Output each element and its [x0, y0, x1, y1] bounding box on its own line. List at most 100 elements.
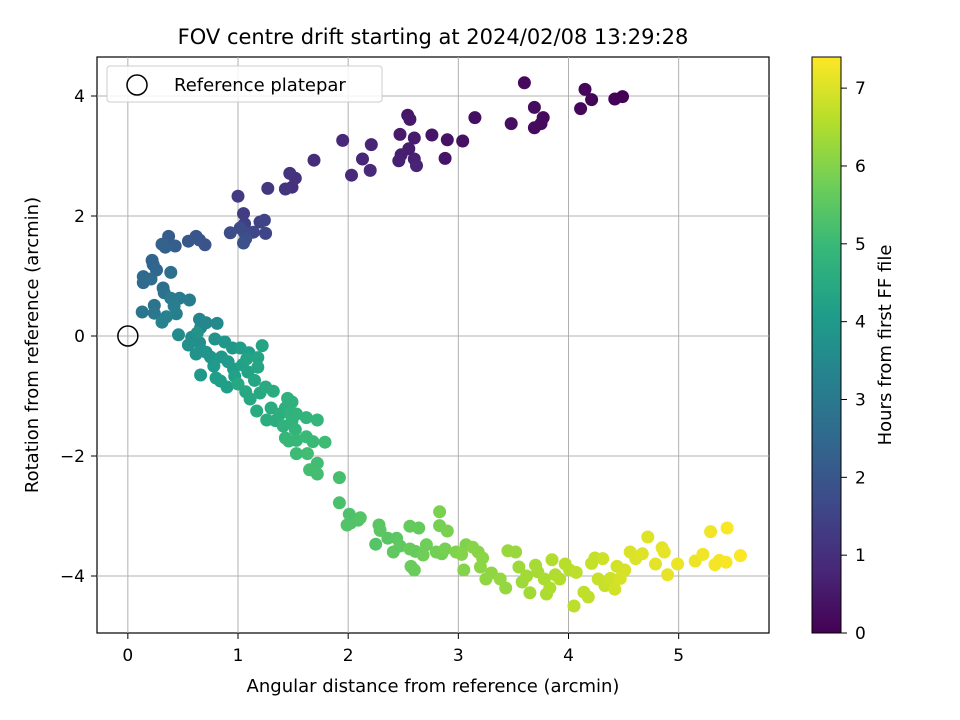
data-point	[300, 447, 314, 461]
x-tick-label: 3	[453, 646, 464, 666]
data-point	[567, 599, 581, 613]
data-point	[283, 166, 297, 180]
data-point	[407, 563, 421, 577]
data-point	[190, 326, 204, 340]
data-point	[288, 423, 302, 437]
data-point	[581, 590, 595, 604]
data-point	[266, 384, 280, 398]
data-point	[569, 565, 583, 579]
x-axis-label: Angular distance from reference (arcmin)	[247, 676, 620, 697]
data-point	[578, 82, 592, 96]
data-point	[318, 435, 332, 449]
data-point	[248, 373, 261, 387]
data-point	[733, 549, 747, 563]
data-point	[574, 102, 588, 116]
colorbar-tick-label: 4	[855, 313, 866, 333]
data-point	[261, 181, 275, 195]
data-point	[696, 547, 710, 561]
legend: Reference platepar	[106, 65, 383, 103]
data-point	[194, 368, 208, 382]
data-point	[199, 316, 213, 330]
data-point	[523, 586, 537, 600]
data-point	[208, 332, 222, 346]
data-point	[509, 545, 523, 559]
data-point	[231, 189, 245, 203]
data-point	[440, 524, 454, 538]
colorbar-tick-label: 3	[855, 390, 866, 410]
data-point	[512, 560, 526, 574]
data-point	[517, 76, 531, 90]
grid-lines	[97, 57, 769, 633]
data-point	[310, 413, 324, 427]
data-point	[473, 560, 487, 574]
colorbar-tick-label: 7	[855, 79, 866, 99]
data-point	[332, 471, 346, 485]
data-point	[306, 435, 320, 449]
data-point	[585, 93, 599, 107]
data-point	[257, 213, 271, 227]
x-tick-label: 4	[563, 646, 574, 666]
data-point	[189, 347, 203, 361]
data-point	[169, 307, 183, 321]
data-point	[135, 305, 149, 319]
data-point	[181, 234, 195, 248]
y-tick-label: 0	[74, 327, 85, 347]
data-point	[363, 163, 377, 177]
data-point	[251, 351, 265, 365]
data-point	[468, 111, 482, 125]
data-point	[243, 392, 257, 406]
y-axis-ticks: −4 −2 0 2 4	[60, 87, 97, 587]
x-axis-ticks: 0 1 2 3 4 5	[122, 633, 684, 666]
colorbar-label: Hours from first FF file	[875, 245, 896, 446]
legend-label: Reference platepar	[174, 75, 346, 96]
data-point	[608, 92, 622, 106]
data-point	[635, 547, 649, 561]
colorbar-ticks: 0 1 2 3 4 5 6 7	[841, 79, 866, 644]
data-point	[410, 159, 423, 173]
data-point	[259, 226, 273, 240]
reference-marker	[117, 325, 139, 347]
data-point	[419, 538, 433, 552]
colorbar-tick-label: 5	[855, 235, 866, 255]
data-point	[237, 207, 250, 221]
plot-area	[96, 56, 770, 634]
data-point	[527, 100, 541, 114]
data-point	[671, 557, 685, 571]
data-points	[135, 76, 747, 613]
legend-marker	[126, 74, 148, 96]
data-point	[147, 306, 161, 320]
data-point	[364, 138, 378, 152]
data-point	[255, 339, 269, 353]
data-point	[289, 433, 303, 447]
data-point	[393, 127, 407, 141]
data-point	[407, 131, 421, 145]
data-point	[657, 545, 671, 559]
data-point	[499, 581, 513, 595]
data-point	[172, 328, 185, 342]
data-point	[285, 395, 299, 409]
data-point	[603, 571, 617, 585]
data-point	[369, 537, 383, 551]
data-point	[299, 411, 313, 425]
data-point	[251, 360, 265, 374]
colorbar-tick-label: 6	[855, 157, 866, 177]
data-point	[719, 555, 733, 569]
chart-title: FOV centre drift starting at 2024/02/08 …	[178, 25, 689, 49]
data-point	[527, 121, 541, 135]
data-point	[608, 582, 622, 596]
data-point	[520, 569, 534, 583]
y-axis-label: Rotation from reference (arcmin)	[22, 197, 43, 493]
data-point	[237, 236, 250, 250]
data-point	[181, 338, 195, 352]
x-tick-label: 0	[122, 646, 133, 666]
x-tick-label: 5	[673, 646, 684, 666]
data-point	[240, 352, 254, 366]
y-tick-label: −4	[60, 567, 85, 587]
data-point	[144, 272, 158, 286]
data-point	[210, 316, 224, 330]
data-point	[356, 152, 369, 166]
data-point	[438, 151, 452, 165]
data-point	[618, 563, 632, 577]
data-point	[310, 467, 324, 481]
